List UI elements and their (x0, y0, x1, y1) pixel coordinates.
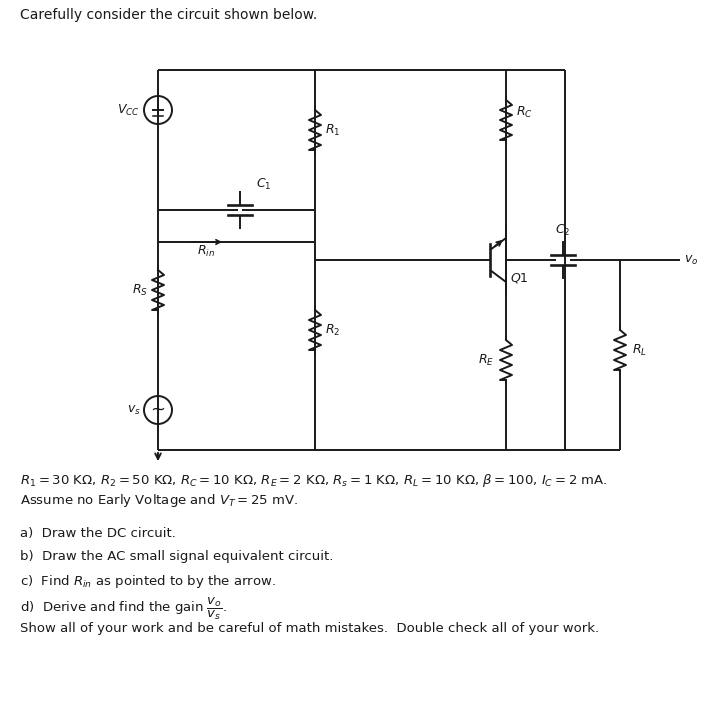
Text: d)  Derive and find the gain $\dfrac{v_o}{v_s}$.: d) Derive and find the gain $\dfrac{v_o}… (20, 596, 228, 622)
Text: Assume no Early Voltage and $V_T = 25\ \mathrm{mV}$.: Assume no Early Voltage and $V_T = 25\ \… (20, 492, 298, 509)
Text: $v_o$: $v_o$ (684, 253, 698, 266)
Text: $Q1$: $Q1$ (510, 271, 528, 285)
Text: Carefully consider the circuit shown below.: Carefully consider the circuit shown bel… (20, 8, 318, 22)
Text: $C_2$: $C_2$ (555, 223, 571, 238)
Text: $V_{CC}$: $V_{CC}$ (117, 102, 140, 117)
Text: $R_1 = 30\ \mathrm{K\Omega}$, $R_2 = 50\ \mathrm{K\Omega}$, $R_C = 10\ \mathrm{K: $R_1 = 30\ \mathrm{K\Omega}$, $R_2 = 50\… (20, 472, 608, 489)
Text: $v_s$: $v_s$ (127, 403, 141, 417)
Text: $R_{in}$: $R_{in}$ (197, 244, 215, 259)
Text: a)  Draw the DC circuit.: a) Draw the DC circuit. (20, 527, 176, 540)
Text: b)  Draw the AC small signal equivalent circuit.: b) Draw the AC small signal equivalent c… (20, 550, 333, 563)
Text: c)  Find $R_{in}$ as pointed to by the arrow.: c) Find $R_{in}$ as pointed to by the ar… (20, 573, 276, 590)
Text: $R_2$: $R_2$ (325, 323, 341, 338)
Text: $R_1$: $R_1$ (325, 122, 341, 138)
Text: $R_C$: $R_C$ (516, 104, 533, 120)
Text: ~: ~ (150, 401, 166, 419)
Text: $R_E$: $R_E$ (478, 353, 494, 367)
Text: Show all of your work and be careful of math mistakes.  Double check all of your: Show all of your work and be careful of … (20, 622, 599, 635)
Text: $C_1$: $C_1$ (256, 177, 271, 192)
Text: $R_S$: $R_S$ (132, 282, 148, 297)
Text: $R_L$: $R_L$ (632, 343, 647, 358)
